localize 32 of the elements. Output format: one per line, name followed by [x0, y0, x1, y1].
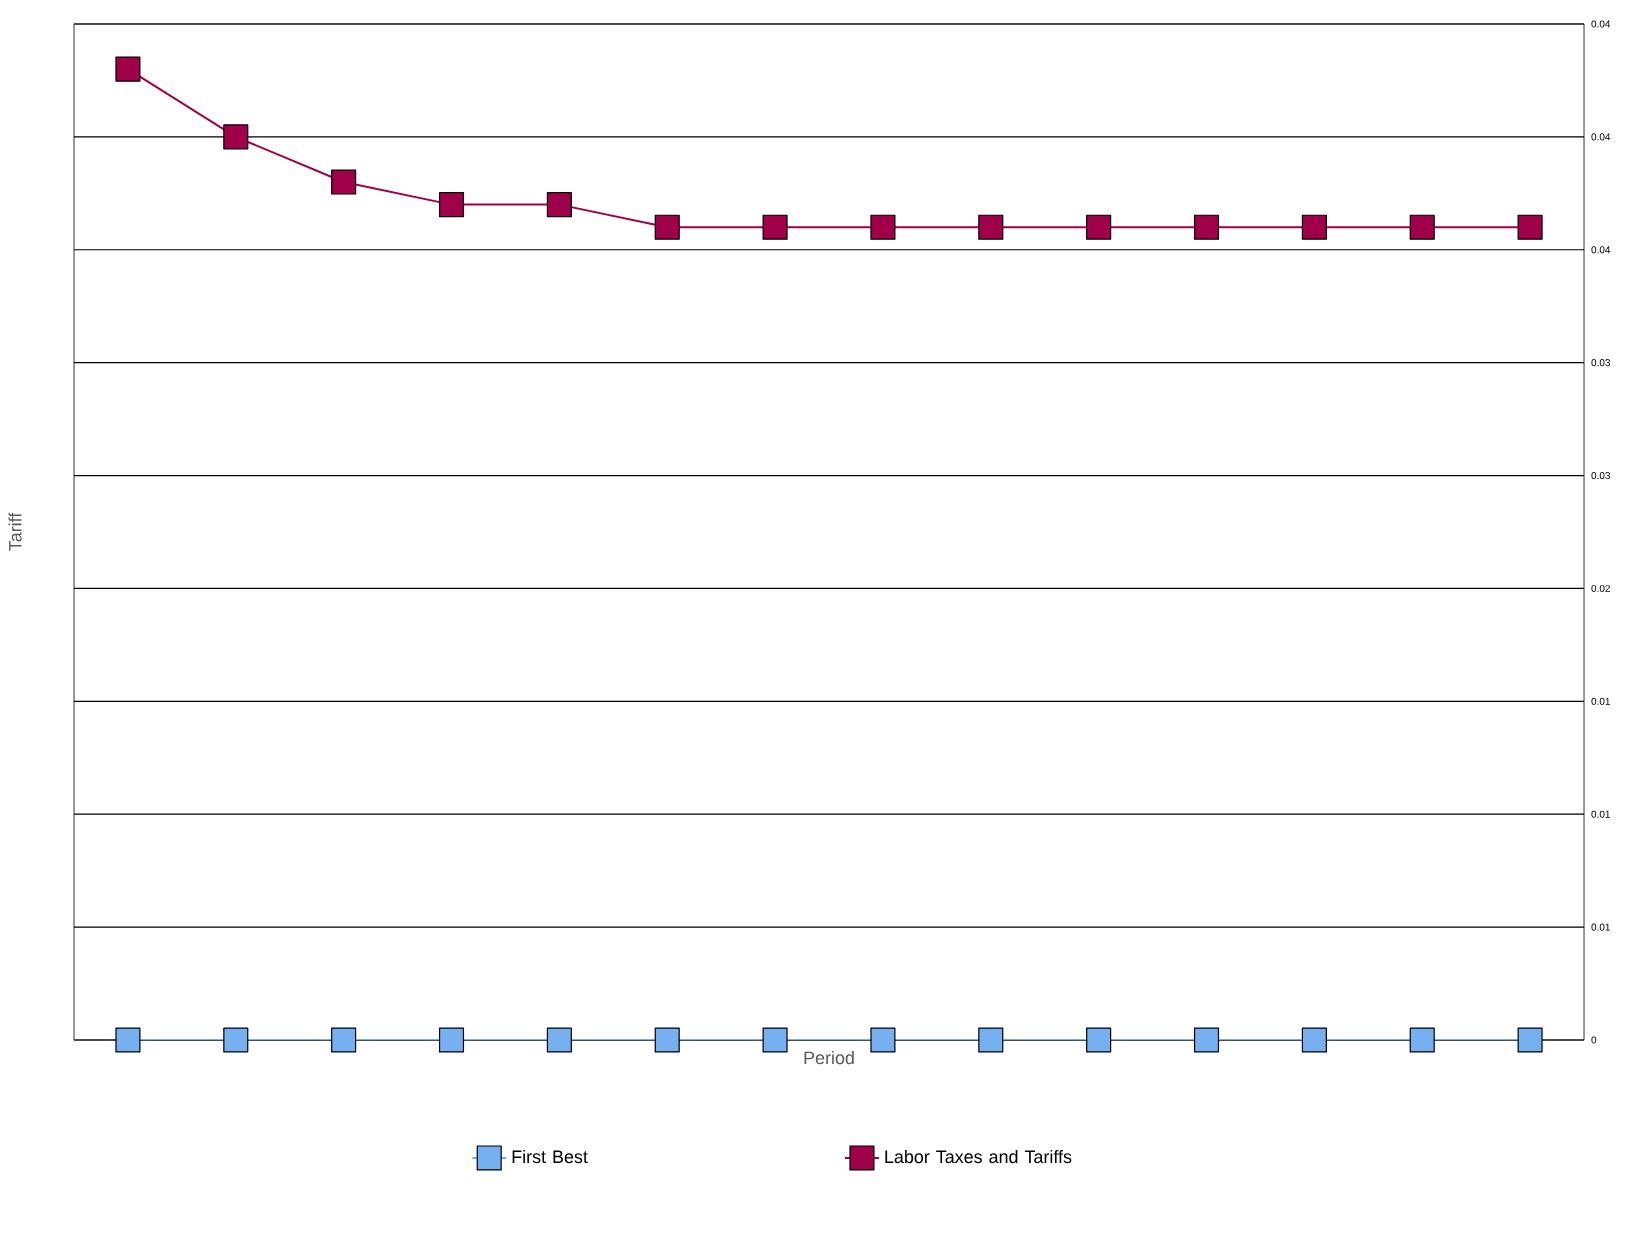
point [1086, 1027, 1112, 1053]
point [1193, 1027, 1220, 1053]
point [1409, 214, 1435, 240]
point [546, 192, 572, 218]
point [1301, 214, 1327, 240]
point [654, 1027, 680, 1053]
x-axis-title: Period [804, 1051, 854, 1065]
point [438, 1027, 465, 1053]
point [223, 124, 249, 150]
point [762, 214, 788, 240]
point [654, 214, 680, 240]
point [1193, 214, 1220, 240]
point [870, 214, 896, 240]
y-axis-title: Tariff [8, 512, 22, 551]
point [546, 1027, 572, 1053]
point [1301, 1027, 1327, 1053]
point [1517, 1027, 1543, 1053]
point [1517, 214, 1543, 240]
point [438, 192, 465, 218]
legend-label: Labor Taxes and Tariffs [885, 1149, 1072, 1164]
point [978, 1027, 1004, 1053]
point [762, 1027, 788, 1053]
point [115, 1027, 141, 1053]
legend-label: First Best [512, 1149, 588, 1164]
point [1086, 214, 1112, 240]
point [331, 169, 357, 195]
point [978, 214, 1004, 240]
point [870, 1027, 896, 1053]
point [1409, 1027, 1435, 1053]
point [115, 56, 141, 82]
point [331, 1027, 357, 1053]
point [223, 1027, 249, 1053]
